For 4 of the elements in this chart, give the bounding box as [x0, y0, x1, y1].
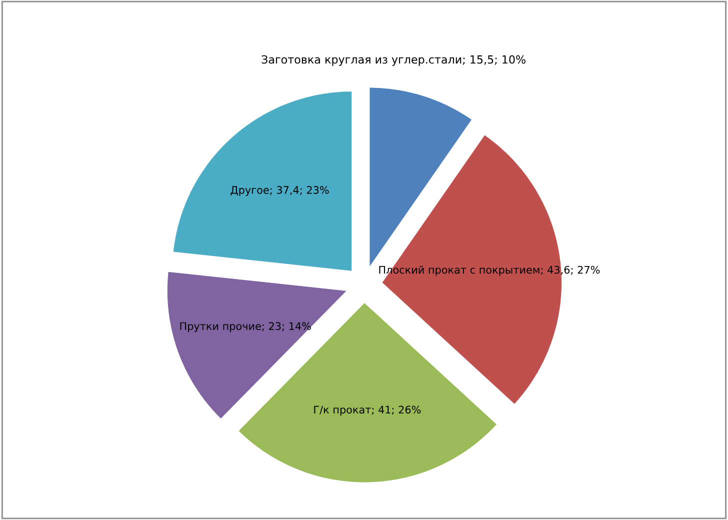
- slice-label: Другое; 37,4; 23%: [230, 186, 329, 196]
- slice-label: Заготовка круглая из углер.стали; 15,5; 10%: [262, 55, 526, 66]
- slice-label: Г/к прокат; 41; 26%: [314, 406, 421, 416]
- slice-label: Прутки прочие; 23; 14%: [180, 322, 311, 332]
